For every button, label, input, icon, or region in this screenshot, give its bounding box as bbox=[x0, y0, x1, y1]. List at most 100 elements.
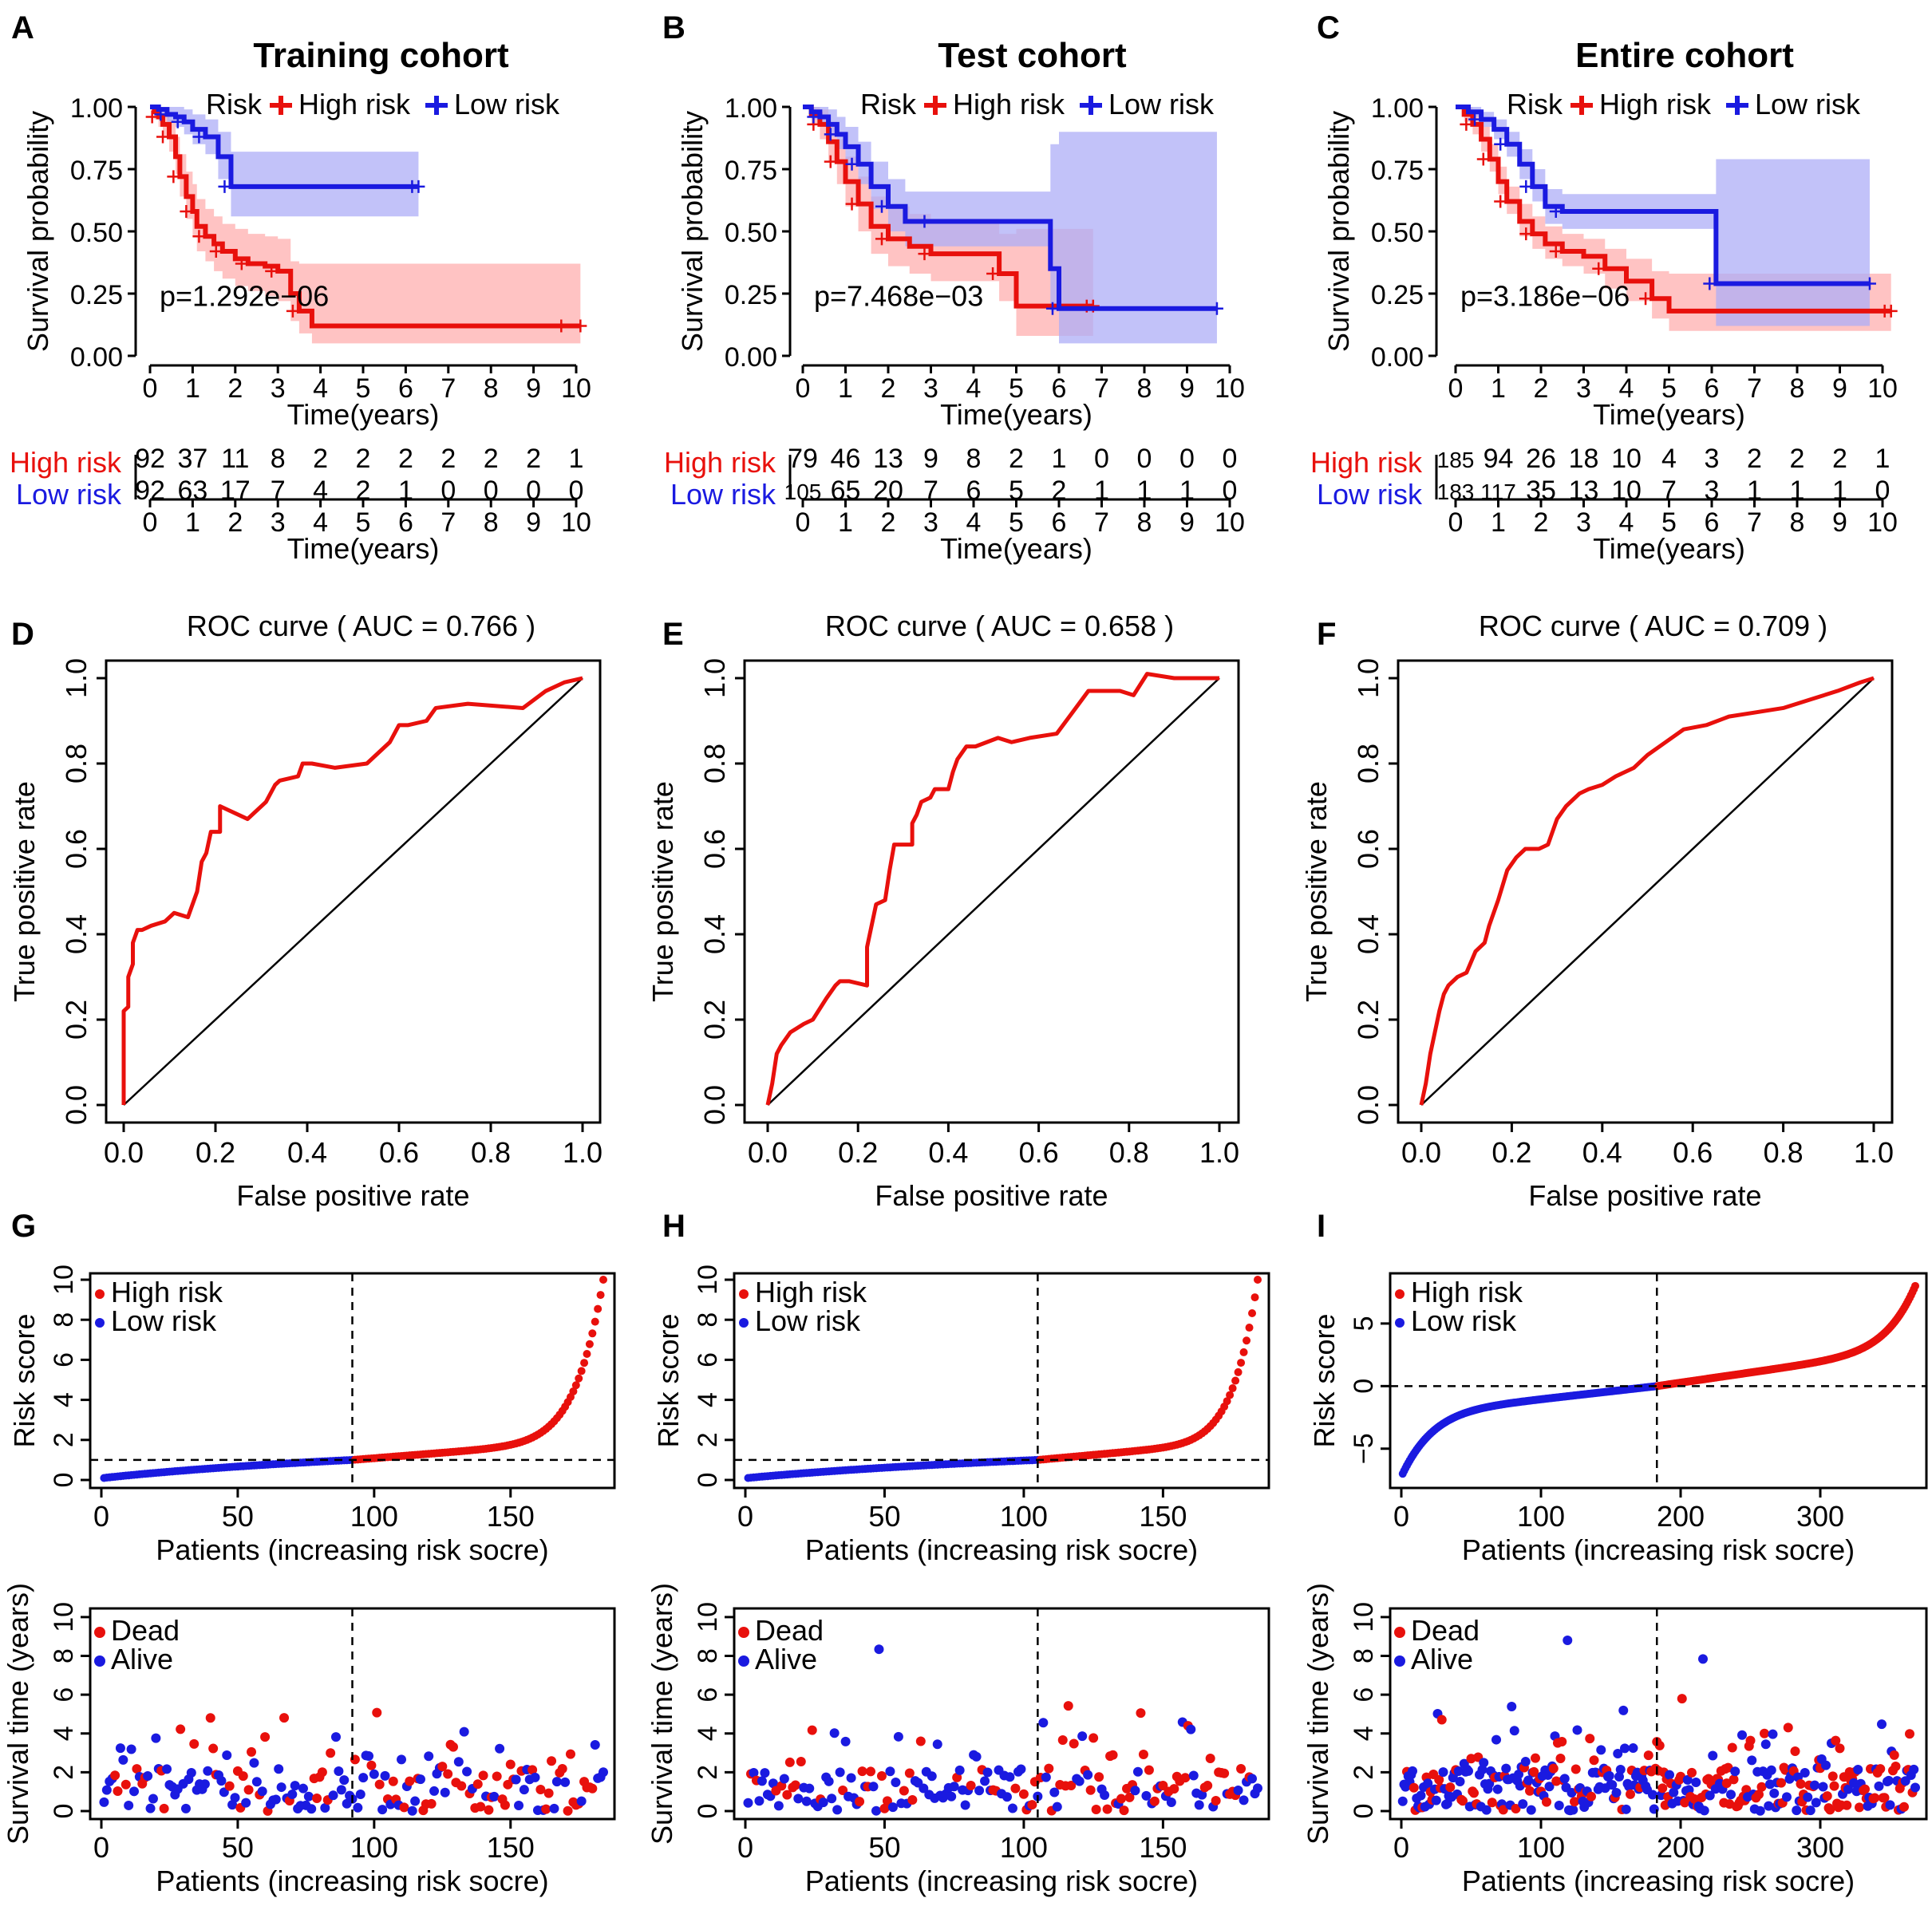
status-point bbox=[129, 1786, 140, 1797]
risk-point bbox=[1250, 1293, 1259, 1302]
status-point bbox=[1615, 1765, 1626, 1775]
risk-point bbox=[1239, 1348, 1248, 1356]
y-tick-label: 2 bbox=[49, 1765, 79, 1780]
status-point bbox=[110, 1770, 121, 1781]
x-tick-label: 5 bbox=[356, 507, 371, 538]
legend-title: Risk bbox=[206, 88, 263, 120]
status-point bbox=[1018, 1789, 1029, 1799]
status-point bbox=[249, 1758, 259, 1768]
status-point bbox=[1436, 1715, 1447, 1725]
status-point bbox=[1776, 1778, 1786, 1788]
status-point bbox=[1005, 1772, 1015, 1782]
x-tick-label: 1 bbox=[1491, 507, 1506, 538]
y-axis-label: Risk score bbox=[1308, 1313, 1341, 1447]
y-axis-label: True positive rate bbox=[646, 781, 679, 1002]
status-point bbox=[1188, 1770, 1199, 1781]
status-point bbox=[1811, 1798, 1821, 1808]
x-tick-label: 8 bbox=[1790, 373, 1805, 404]
x-axis-label: False positive rate bbox=[236, 1179, 469, 1212]
at-risk-count: 37 bbox=[177, 444, 207, 474]
legend-label: Dead bbox=[755, 1614, 824, 1647]
risk-point bbox=[583, 1350, 591, 1359]
status-point bbox=[840, 1736, 851, 1746]
y-tick-label: 0 bbox=[49, 1473, 79, 1488]
y-tick-label: 0.0 bbox=[1352, 1085, 1385, 1125]
censor-mark bbox=[209, 244, 223, 258]
status-point bbox=[287, 1789, 298, 1799]
status-point bbox=[238, 1771, 248, 1782]
x-tick-label: 7 bbox=[1747, 373, 1762, 404]
status-point bbox=[1052, 1801, 1062, 1812]
panel-letter: B bbox=[662, 10, 685, 45]
x-tick-label: 7 bbox=[1747, 507, 1762, 538]
status-point bbox=[796, 1757, 806, 1767]
x-axis-label: Time(years) bbox=[940, 532, 1092, 565]
risk-point bbox=[1237, 1359, 1246, 1367]
status-point bbox=[946, 1791, 957, 1801]
status-point bbox=[1066, 1781, 1077, 1791]
x-tick-label: 0 bbox=[143, 507, 158, 538]
status-point bbox=[1514, 1769, 1523, 1779]
status-point bbox=[448, 1742, 458, 1752]
x-tick-label: 9 bbox=[1179, 507, 1195, 538]
status-point bbox=[1818, 1782, 1828, 1792]
censor-mark bbox=[192, 130, 206, 144]
x-tick-label: 2 bbox=[227, 373, 243, 404]
status-point bbox=[1416, 1790, 1426, 1801]
roc-curve bbox=[121, 676, 583, 1105]
legend-label: Dead bbox=[111, 1614, 180, 1647]
x-tick-label: 50 bbox=[868, 1831, 900, 1864]
x-tick-label: 0.4 bbox=[287, 1136, 327, 1169]
x-tick-label: 1.0 bbox=[1199, 1136, 1239, 1169]
status-point bbox=[1853, 1765, 1863, 1775]
y-tick-label: 0.00 bbox=[70, 342, 123, 373]
status-point bbox=[407, 1805, 417, 1816]
status-point bbox=[372, 1707, 382, 1718]
censor-mark bbox=[192, 230, 206, 243]
y-tick-label: 0.25 bbox=[725, 280, 777, 310]
legend-label: High risk bbox=[111, 1276, 223, 1308]
status-point bbox=[222, 1750, 232, 1761]
x-axis-label: Time(years) bbox=[287, 398, 440, 431]
censor-mark bbox=[1519, 180, 1533, 193]
status-point bbox=[1822, 1791, 1832, 1801]
x-tick-label: 6 bbox=[398, 507, 413, 538]
x-tick-label: 6 bbox=[1705, 373, 1720, 404]
y-tick-label: 8 bbox=[49, 1312, 79, 1328]
at-risk-count: 2 bbox=[398, 444, 413, 474]
legend-label: Low risk bbox=[111, 1304, 217, 1337]
status-point bbox=[1614, 1772, 1624, 1782]
status-point bbox=[804, 1783, 815, 1794]
censor-mark bbox=[807, 110, 820, 124]
status-point bbox=[1507, 1702, 1517, 1712]
x-tick-label: 0 bbox=[796, 507, 811, 538]
y-tick-label: 1.0 bbox=[60, 658, 93, 698]
x-axis-label: Patients (increasing risk socre) bbox=[1462, 1865, 1855, 1897]
censor-mark bbox=[1592, 262, 1606, 275]
survival-curve bbox=[150, 105, 419, 189]
x-tick-label: 0.0 bbox=[104, 1136, 144, 1169]
at-risk-count: 1 bbox=[1052, 444, 1067, 474]
y-tick-label: 5 bbox=[1349, 1316, 1379, 1331]
censor-mark bbox=[145, 110, 159, 124]
x-tick-label: 0.8 bbox=[471, 1136, 511, 1169]
roc-panel: ROC curve ( AUC = 0.709 ) 0.0 0.2 0.4 0.6 0.8… bbox=[1300, 610, 1894, 1212]
p-value: p=1.292e−06 bbox=[160, 280, 329, 313]
status-point bbox=[1169, 1784, 1179, 1794]
censor-mark bbox=[875, 232, 888, 246]
status-point bbox=[926, 1771, 937, 1782]
status-point bbox=[511, 1774, 521, 1785]
panel-letter: G bbox=[11, 1209, 36, 1244]
risk-point bbox=[599, 1276, 607, 1284]
risk-point bbox=[1245, 1324, 1254, 1332]
x-tick-label: 10 bbox=[1867, 373, 1898, 404]
plot-frame bbox=[733, 1607, 1270, 1821]
status-point bbox=[1755, 1805, 1765, 1816]
censor-mark bbox=[1703, 277, 1717, 290]
status-point bbox=[818, 1798, 828, 1808]
x-tick-label: 4 bbox=[966, 507, 982, 538]
status-point bbox=[118, 1754, 128, 1765]
x-tick-label: 3 bbox=[1576, 507, 1591, 538]
y-tick-label: 0 bbox=[693, 1473, 723, 1488]
